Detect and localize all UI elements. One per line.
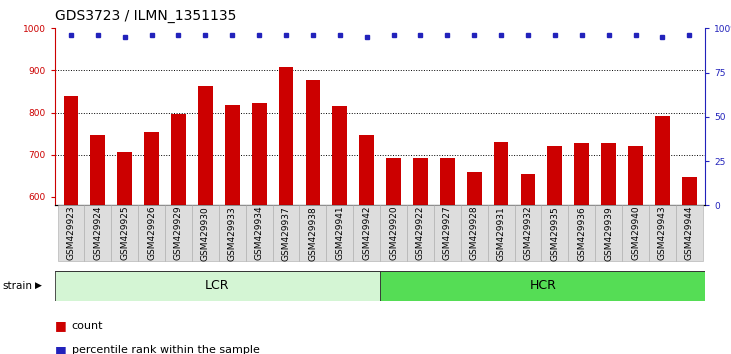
Text: GSM429941: GSM429941 bbox=[336, 206, 344, 261]
Bar bbox=[568, 205, 595, 261]
Bar bbox=[622, 205, 649, 261]
Text: GSM429940: GSM429940 bbox=[631, 206, 640, 261]
Text: percentile rank within the sample: percentile rank within the sample bbox=[72, 346, 260, 354]
Bar bbox=[493, 142, 509, 205]
Bar bbox=[111, 205, 138, 261]
Bar bbox=[225, 105, 240, 205]
Bar bbox=[138, 205, 165, 261]
Bar bbox=[655, 115, 670, 205]
Bar bbox=[628, 146, 643, 205]
Bar bbox=[520, 174, 535, 205]
Bar bbox=[682, 177, 697, 205]
Text: GSM429932: GSM429932 bbox=[523, 206, 532, 261]
Bar bbox=[461, 205, 488, 261]
Text: GSM429926: GSM429926 bbox=[147, 206, 156, 261]
Text: LCR: LCR bbox=[205, 279, 230, 292]
Bar bbox=[144, 132, 159, 205]
Text: ▶: ▶ bbox=[35, 281, 42, 290]
Bar bbox=[575, 143, 589, 205]
Text: GSM429928: GSM429928 bbox=[470, 206, 479, 261]
Text: GSM429927: GSM429927 bbox=[443, 206, 452, 261]
Bar bbox=[251, 103, 267, 205]
Text: GSM429943: GSM429943 bbox=[658, 206, 667, 261]
Bar bbox=[64, 96, 78, 205]
Text: GSM429929: GSM429929 bbox=[174, 206, 183, 261]
Bar bbox=[118, 152, 132, 205]
Bar bbox=[300, 205, 326, 261]
Bar bbox=[380, 271, 705, 301]
Bar bbox=[488, 205, 515, 261]
Bar bbox=[676, 205, 702, 261]
Bar bbox=[386, 158, 401, 205]
Text: GSM429931: GSM429931 bbox=[496, 206, 506, 261]
Bar bbox=[333, 106, 347, 205]
Text: count: count bbox=[72, 321, 103, 331]
Bar bbox=[467, 172, 482, 205]
Bar bbox=[353, 205, 380, 261]
Text: GSM429937: GSM429937 bbox=[281, 206, 290, 261]
Bar bbox=[359, 135, 374, 205]
Bar bbox=[595, 205, 622, 261]
Text: GSM429938: GSM429938 bbox=[308, 206, 317, 261]
Text: GSM429939: GSM429939 bbox=[604, 206, 613, 261]
Text: GSM429924: GSM429924 bbox=[94, 206, 102, 261]
Text: GSM429922: GSM429922 bbox=[416, 206, 425, 261]
Bar bbox=[440, 158, 455, 205]
Bar bbox=[306, 80, 320, 205]
Bar bbox=[192, 205, 219, 261]
Bar bbox=[55, 271, 380, 301]
Bar bbox=[171, 114, 186, 205]
Text: HCR: HCR bbox=[529, 279, 556, 292]
Bar bbox=[407, 205, 434, 261]
Bar bbox=[165, 205, 192, 261]
Text: GSM429933: GSM429933 bbox=[228, 206, 237, 261]
Text: ■: ■ bbox=[55, 344, 67, 354]
Bar bbox=[326, 205, 353, 261]
Bar bbox=[601, 143, 616, 205]
Bar bbox=[542, 205, 568, 261]
Bar bbox=[58, 205, 84, 261]
Text: GSM429944: GSM429944 bbox=[685, 206, 694, 261]
Bar bbox=[380, 205, 407, 261]
Bar bbox=[434, 205, 461, 261]
Bar bbox=[649, 205, 676, 261]
Bar bbox=[548, 146, 562, 205]
Bar bbox=[515, 205, 542, 261]
Bar bbox=[246, 205, 273, 261]
Bar bbox=[198, 86, 213, 205]
Bar bbox=[413, 158, 428, 205]
Bar bbox=[219, 205, 246, 261]
Text: GSM429923: GSM429923 bbox=[67, 206, 75, 261]
Text: GSM429936: GSM429936 bbox=[577, 206, 586, 261]
Text: GSM429942: GSM429942 bbox=[362, 206, 371, 261]
Text: GDS3723 / ILMN_1351135: GDS3723 / ILMN_1351135 bbox=[55, 9, 236, 23]
Bar bbox=[91, 135, 105, 205]
Text: GSM429935: GSM429935 bbox=[550, 206, 559, 261]
Bar bbox=[279, 67, 293, 205]
Text: ■: ■ bbox=[55, 319, 67, 332]
Text: GSM429920: GSM429920 bbox=[389, 206, 398, 261]
Text: GSM429925: GSM429925 bbox=[120, 206, 129, 261]
Text: strain: strain bbox=[2, 281, 32, 291]
Bar bbox=[84, 205, 111, 261]
Bar bbox=[273, 205, 300, 261]
Text: GSM429930: GSM429930 bbox=[201, 206, 210, 261]
Text: GSM429934: GSM429934 bbox=[254, 206, 264, 261]
